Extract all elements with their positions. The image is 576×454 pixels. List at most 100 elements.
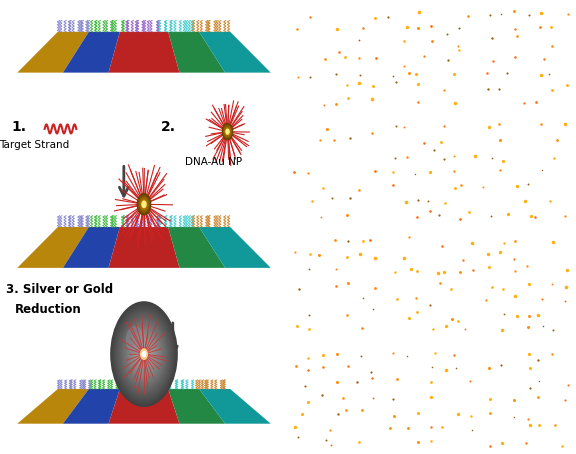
Point (330, 236, 339, 243)
Point (305, 13, 314, 20)
Point (466, 377, 475, 385)
Point (426, 378, 435, 385)
Point (291, 42, 300, 49)
Point (400, 123, 409, 131)
Point (368, 305, 377, 312)
Text: 3. Silver or Gold: 3. Silver or Gold (6, 283, 113, 296)
Point (511, 26, 520, 33)
Point (332, 25, 342, 32)
Circle shape (125, 324, 163, 384)
Point (510, 54, 520, 61)
Point (354, 36, 363, 43)
Point (411, 70, 420, 78)
Point (331, 265, 340, 272)
Point (479, 184, 488, 191)
Point (510, 238, 520, 245)
Point (503, 211, 513, 218)
Point (291, 423, 300, 430)
Circle shape (142, 202, 146, 207)
Point (456, 216, 465, 223)
Point (344, 363, 353, 370)
Point (560, 196, 569, 203)
Point (338, 395, 347, 402)
Point (550, 421, 559, 429)
Circle shape (141, 349, 147, 360)
Point (407, 266, 416, 273)
Circle shape (142, 351, 146, 357)
Point (443, 31, 452, 38)
Point (533, 357, 543, 364)
Point (413, 98, 422, 105)
Text: Reduction: Reduction (14, 303, 81, 316)
Point (305, 311, 314, 318)
Point (334, 410, 343, 417)
Point (512, 312, 521, 320)
Point (466, 413, 475, 420)
Point (426, 207, 435, 214)
Point (331, 100, 340, 107)
Point (343, 94, 352, 102)
Point (326, 441, 335, 449)
Point (419, 139, 428, 147)
Text: 1.: 1. (12, 120, 26, 134)
Point (508, 423, 517, 430)
Point (368, 153, 377, 161)
Point (331, 41, 340, 48)
Point (402, 153, 411, 161)
Point (451, 184, 460, 191)
Point (483, 69, 492, 76)
Point (371, 255, 380, 262)
Point (332, 282, 341, 290)
Point (355, 439, 364, 446)
Circle shape (137, 342, 151, 366)
Point (413, 214, 422, 221)
Point (372, 54, 381, 61)
Point (367, 95, 377, 103)
Point (390, 268, 399, 276)
Point (370, 14, 380, 21)
Point (537, 295, 547, 302)
Point (443, 98, 452, 105)
Circle shape (112, 303, 176, 405)
Point (294, 285, 304, 292)
Point (536, 71, 545, 79)
Circle shape (227, 131, 228, 132)
Point (366, 368, 376, 375)
Point (519, 99, 528, 107)
Point (317, 213, 326, 221)
Point (496, 22, 505, 30)
Point (401, 198, 411, 206)
Point (495, 167, 505, 174)
Circle shape (111, 302, 177, 406)
Point (355, 54, 364, 61)
Point (402, 352, 411, 360)
Point (385, 38, 395, 45)
Point (531, 99, 540, 106)
Polygon shape (63, 32, 120, 73)
Polygon shape (17, 227, 89, 268)
Point (358, 324, 367, 331)
Point (483, 251, 492, 258)
Point (403, 24, 412, 31)
Point (346, 71, 355, 79)
Point (346, 149, 355, 157)
Point (467, 240, 476, 247)
Point (305, 73, 314, 80)
Point (537, 9, 546, 16)
Circle shape (138, 194, 150, 214)
Circle shape (117, 311, 171, 397)
Point (402, 437, 411, 444)
Point (427, 364, 437, 371)
Point (438, 243, 447, 250)
Circle shape (132, 336, 156, 372)
Point (485, 365, 494, 372)
Point (467, 426, 476, 434)
Point (560, 238, 569, 245)
Circle shape (140, 348, 148, 360)
Point (525, 350, 534, 358)
Point (318, 364, 327, 371)
Point (498, 52, 507, 59)
Circle shape (126, 326, 162, 383)
Point (443, 56, 452, 64)
Point (398, 284, 407, 291)
